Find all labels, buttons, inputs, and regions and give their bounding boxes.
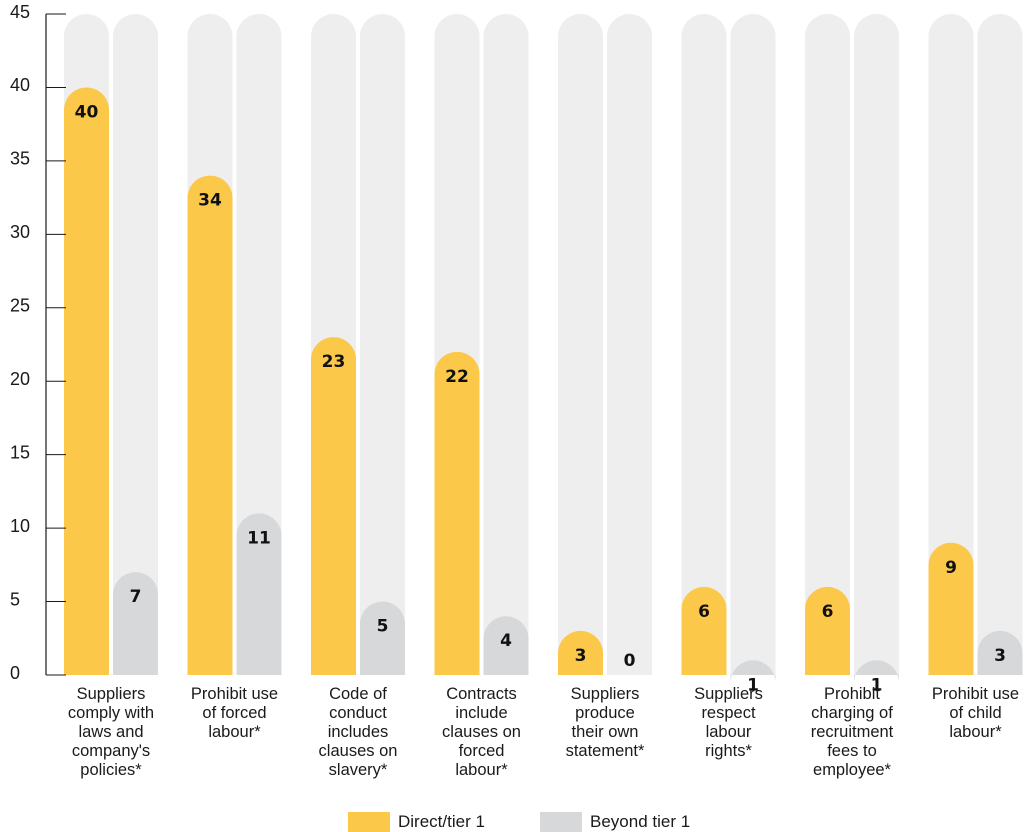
category-label: Prohibit use of forced labour* xyxy=(190,685,279,741)
bar-background xyxy=(805,14,850,676)
category-label: Code of conduct includes clauses on slav… xyxy=(318,685,398,779)
bar-beyond-tier1 xyxy=(730,660,776,683)
value-labels: 40 7 34 11 23 5 22 4 3 0 6 1 6 1 9 3 xyxy=(75,102,1006,695)
category-label: Suppliers produce their own statement* xyxy=(565,685,645,760)
bar-value-label: 4 xyxy=(500,631,512,651)
bar-value-label: 3 xyxy=(994,646,1006,666)
category-label: Suppliers respect labour rights* xyxy=(694,685,763,760)
y-tick-label: 25 xyxy=(10,296,30,316)
bar-value-label: 34 xyxy=(198,191,222,211)
category-label: Contracts include clauses on forced labo… xyxy=(442,685,521,779)
bar-direct-tier1 xyxy=(187,175,233,675)
bar-value-label: 1 xyxy=(871,675,883,695)
bar-direct-tier1 xyxy=(558,630,603,675)
bar-value-label: 3 xyxy=(575,646,587,666)
legend-swatch xyxy=(540,812,582,832)
bar-value-label: 1 xyxy=(747,675,759,695)
bar-direct-tier1 xyxy=(805,586,850,675)
legend: Direct/tier 1 Beyond tier 1 xyxy=(348,812,690,832)
bar-value-label: 6 xyxy=(822,602,834,622)
y-tick-label: 35 xyxy=(10,149,30,169)
bar-direct-tier1 xyxy=(434,351,480,675)
bar-beyond-tier1 xyxy=(977,630,1023,675)
bar-background xyxy=(113,14,158,676)
legend-swatch xyxy=(348,812,390,832)
bar-beyond-tier1 xyxy=(236,513,282,675)
data-bars xyxy=(64,87,1023,683)
bar-background xyxy=(977,14,1023,676)
legend-label: Beyond tier 1 xyxy=(590,812,690,831)
bar-background xyxy=(854,14,899,676)
bar-value-label: 23 xyxy=(322,352,346,372)
bar-background xyxy=(236,14,282,676)
bar-background xyxy=(730,14,776,676)
category-label: Suppliers comply with laws and company's… xyxy=(67,685,155,779)
bar-beyond-tier1 xyxy=(360,601,405,675)
bar-direct-tier1 xyxy=(681,586,727,675)
y-tick-label: 20 xyxy=(10,369,30,389)
y-tick-label: 0 xyxy=(10,663,20,683)
y-axis: 0 5 10 15 20 25 30 35 40 45 xyxy=(10,2,66,683)
bar-background xyxy=(360,14,405,676)
bar-value-label: 7 xyxy=(130,587,142,607)
bar-value-label: 11 xyxy=(247,528,271,548)
bar-value-label: 5 xyxy=(377,617,389,637)
legend-label: Direct/tier 1 xyxy=(398,812,485,831)
y-tick-label: 40 xyxy=(10,75,30,95)
bar-value-label: 9 xyxy=(945,558,957,578)
y-tick-label: 15 xyxy=(10,442,30,462)
category-label: Prohibit use of child labour* xyxy=(931,685,1020,741)
bar-beyond-tier1 xyxy=(113,572,158,675)
bar-value-label: 0 xyxy=(624,651,636,671)
bar-beyond-tier1 xyxy=(854,660,899,683)
bar-direct-tier1 xyxy=(64,87,109,675)
bar-direct-tier1 xyxy=(311,337,356,675)
bar-value-label: 40 xyxy=(75,102,99,122)
y-tick-label: 45 xyxy=(10,2,30,22)
bar-background xyxy=(483,14,529,676)
bar-value-label: 6 xyxy=(698,602,710,622)
category-label: Prohibit charging of recruitment fees to… xyxy=(810,685,894,779)
bar-background xyxy=(607,14,652,676)
bar-background xyxy=(928,14,974,676)
bar-beyond-tier1 xyxy=(483,616,529,675)
bar-value-label: 22 xyxy=(445,367,469,387)
bar-direct-tier1 xyxy=(928,542,974,675)
bar-background xyxy=(558,14,603,676)
bar-background xyxy=(681,14,727,676)
y-tick-label: 30 xyxy=(10,222,30,242)
y-tick-label: 5 xyxy=(10,589,20,609)
y-tick-label: 10 xyxy=(10,516,30,536)
